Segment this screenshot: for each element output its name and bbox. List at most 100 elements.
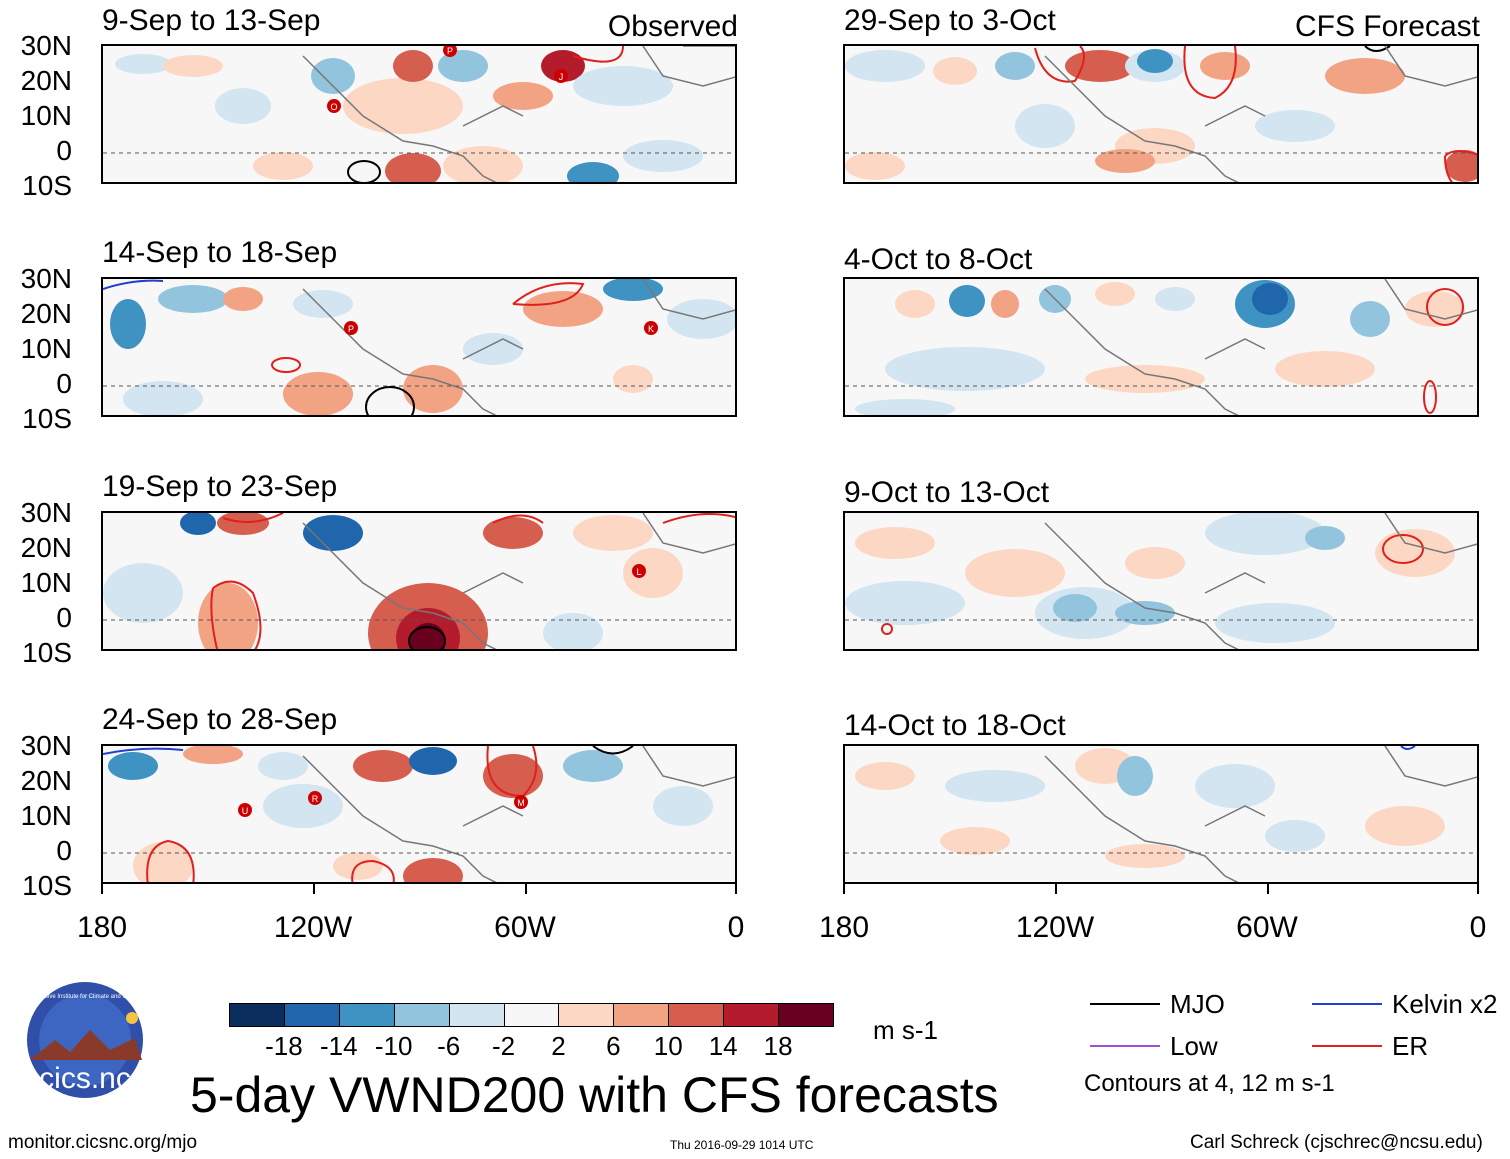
coastline [1044,279,1477,415]
shading-fields [103,513,683,649]
storm-symbol-p: P [443,46,457,57]
storm-symbol-l: L [632,564,646,578]
colorbar-label: -6 [437,1031,461,1061]
legend-label-kelvin: Kelvin x2 [1392,989,1498,1019]
logo-ring-text: Cooperative Institute for Climate and Sa… [23,994,146,1000]
lat-30n: 30N [20,263,72,294]
storm-symbol-k: K [644,321,658,335]
lat-10s: 10S [22,403,72,434]
lon-0: 0 [1469,911,1487,944]
svg-text:U: U [242,806,249,816]
tick [101,884,103,894]
map-panel-forecast-4 [843,744,1479,884]
colorbar-label: -14 [320,1031,358,1061]
lat-10s: 10S [22,870,72,901]
units-label: m s-1 [873,1015,938,1045]
map-panel-forecast-1 [843,44,1479,184]
lat-30n: 30N [20,30,72,61]
shading-fields [110,279,735,415]
lat-20n: 20N [20,765,72,796]
coastline [1044,746,1477,882]
storm-symbol-p: P [344,321,358,335]
colorbar-swatch [558,1003,615,1027]
coastline [302,279,735,415]
svg-text:R: R [312,794,319,804]
legend-line-low [1090,1045,1160,1047]
panel-title-4: 24-Sep to 28-Sep [102,703,338,736]
lat-30n: 30N [20,497,72,528]
shading-fields [845,513,1455,643]
coastline [302,513,735,649]
shading-fields [108,746,713,882]
lat-30n: 30N [20,730,72,761]
coastline [1044,513,1477,649]
colorbar-swatch [613,1003,670,1027]
lat-0: 0 [56,135,72,166]
colorbar-label: -18 [265,1031,303,1061]
svg-text:O: O [330,102,337,112]
main-title: 5-day VWND200 with CFS forecasts [190,1067,999,1123]
footer-timestamp: Thu 2016-09-29 1014 UTC [670,1138,814,1152]
colorbar-swatch [283,1003,340,1027]
tick [1267,884,1269,894]
panel-title-7: 9-Oct to 13-Oct [844,476,1050,509]
legend-note: Contours at 4, 12 m s-1 [1084,1070,1335,1097]
storm-symbol-r: R [308,791,322,805]
shading-fields [115,50,703,182]
lat-10n: 10N [20,333,72,364]
lon-180: 180 [818,911,870,944]
colorbar-label: -10 [374,1031,413,1061]
coastline [302,46,735,182]
colorbar-swatch [338,1003,395,1027]
colorbar-swatch [229,1003,285,1027]
svg-text:J: J [559,72,564,82]
legend-label-er: ER [1392,1031,1429,1061]
colorbar-label: 10 [653,1031,683,1061]
map-panel-observed-2: P K [101,277,737,417]
colorbar-swatch [723,1003,780,1027]
lat-20n: 20N [20,532,72,563]
colorbar-swatch [778,1003,834,1027]
lat-10s: 10S [22,170,72,201]
panel-title-3: 19-Sep to 23-Sep [102,470,338,503]
legend-line-er [1312,1045,1382,1047]
svg-text:P: P [348,324,354,334]
lat-0: 0 [56,602,72,633]
shading-fields [855,748,1445,868]
forecast-label: CFS Forecast [1294,10,1480,43]
legend-label-low: Low [1170,1031,1218,1061]
lat-10n: 10N [20,800,72,831]
colorbar-swatch [503,1003,560,1027]
tick [1477,884,1479,894]
colorbar-label: 6 [606,1031,621,1061]
storm-symbol-j: J [554,69,568,83]
lon-60w: 60W [494,911,556,944]
map-panel-observed-1: O P J [101,44,737,184]
footer-url[interactable]: monitor.cicsnc.org/mjo [8,1132,198,1153]
colorbar-label: 14 [708,1031,738,1061]
lat-10n: 10N [20,567,72,598]
lat-20n: 20N [20,65,72,96]
tick [313,884,315,894]
lat-0: 0 [56,835,72,866]
cics-logo: cics.nc Cooperative Institute for Climat… [10,980,160,1100]
tick [1055,884,1057,894]
lat-10n: 10N [20,100,72,131]
lon-0: 0 [727,911,745,944]
lon-120w: 120W [1015,911,1095,944]
map-panel-forecast-2 [843,277,1479,417]
map-panel-observed-3: L [101,511,737,651]
legend-label-mjo: MJO [1170,989,1225,1019]
panel-title-8: 14-Oct to 18-Oct [844,709,1066,742]
tick [525,884,527,894]
coastline [1044,46,1477,182]
storm-symbol-o: O [327,99,341,113]
lat-10s: 10S [22,637,72,668]
storm-symbol-u: U [238,803,252,817]
panel-title-6: 4-Oct to 8-Oct [844,243,1033,276]
map-panel-observed-4: U R M [101,744,737,884]
lat-20n: 20N [20,298,72,329]
lon-180: 180 [76,911,128,944]
colorbar-label: 2 [551,1031,566,1061]
colorbar: -18 -14 -10 -6 -2 2 6 10 14 18 [229,1003,834,1059]
